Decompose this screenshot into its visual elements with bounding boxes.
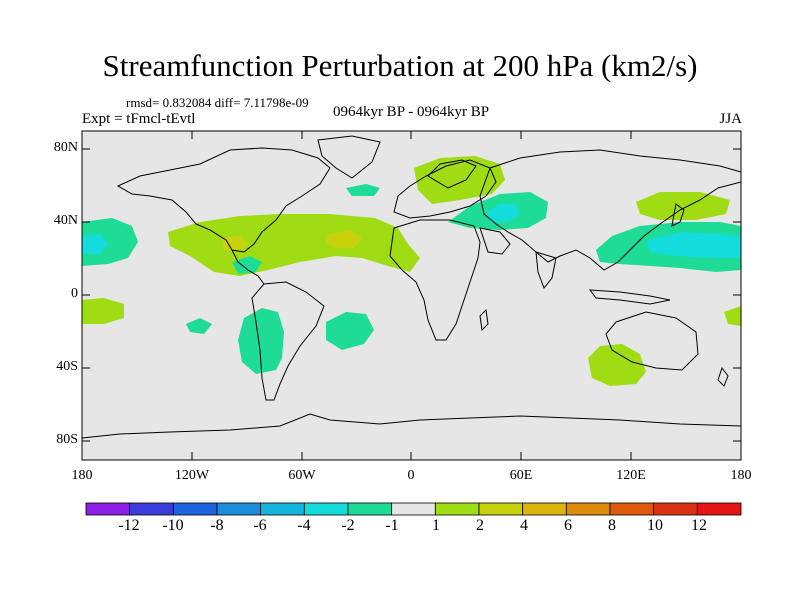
colorbar-label: 8 — [608, 517, 616, 534]
lon-label-60w: 60W — [288, 468, 316, 483]
coast-antarctica — [82, 413, 741, 439]
colorbar-swatch — [609, 502, 655, 516]
map-background — [82, 131, 741, 460]
contour-east-pacific-positive — [82, 298, 124, 324]
contour-atlantic-small-negative — [346, 184, 380, 196]
colorbar-swatch — [129, 502, 174, 516]
lat-label-0: 0 — [71, 286, 78, 301]
lon-label-60e: 60E — [509, 468, 533, 483]
period-label: 0964kyr BP - 0964kyr BP — [332, 104, 490, 120]
contour-asia-core — [486, 204, 520, 222]
coast-japan — [671, 203, 685, 227]
lat-ticks — [82, 148, 741, 442]
colorbar-label: -12 — [118, 517, 140, 534]
coast-indonesia — [588, 289, 671, 305]
coast-greenland — [317, 135, 381, 179]
colorbar-swatch — [434, 502, 480, 516]
colorbar-swatch — [260, 502, 305, 516]
contour-pacific-core — [646, 232, 741, 258]
colorbar-label: 2 — [476, 517, 484, 534]
colorbar-label: -2 — [341, 517, 355, 534]
coast-scandinavia — [427, 159, 477, 189]
colorbar-label: -6 — [253, 517, 267, 534]
coast-india — [535, 251, 557, 289]
coast-south-america — [251, 281, 325, 401]
colorbar-label: 10 — [647, 517, 663, 534]
stats-label: rmsd= 0.832084 diff= 7.11798e-09 — [126, 95, 309, 110]
colorbar-swatch — [696, 502, 742, 516]
contour-australia-positive — [588, 344, 646, 386]
colorbar-label: 1 — [432, 517, 440, 534]
contour-europe-positive — [414, 156, 505, 204]
colorbar-swatch — [522, 502, 567, 516]
colorbar-swatch — [478, 502, 524, 516]
contour-gulf-core — [222, 236, 248, 252]
contour-west-pacific-core — [82, 234, 108, 254]
lon-ticks — [191, 131, 632, 460]
contour-sw-indo-positive — [724, 306, 741, 326]
coast-europe — [393, 159, 497, 219]
coast-asia — [479, 149, 741, 271]
season-label: JJA — [719, 111, 742, 127]
colorbar-swatch — [653, 502, 698, 516]
experiment-label: Expt = tFmcl-tEvtl — [82, 111, 196, 127]
contour-atlantic-core — [326, 230, 362, 248]
colorbar-swatch — [216, 502, 262, 516]
contour-fills — [82, 156, 741, 386]
contour-south-america-negative — [238, 308, 284, 374]
colorbar-swatch — [303, 502, 349, 516]
lon-label-180e: 180 — [730, 468, 752, 483]
colorbar-swatch — [391, 502, 436, 516]
colorbar — [85, 502, 742, 516]
map-panel — [82, 131, 741, 460]
coast-africa — [389, 219, 481, 341]
lat-label-80s: 80S — [56, 432, 78, 447]
coast-arabia — [479, 227, 511, 255]
coastlines — [82, 135, 741, 439]
contour-mexico-negative — [232, 256, 262, 274]
coast-madagascar — [479, 308, 489, 332]
coast-central-america — [231, 249, 265, 285]
colorbar-label: -8 — [210, 517, 224, 534]
lat-label-80n: 80N — [53, 140, 78, 155]
colorbar-label: 4 — [520, 517, 528, 534]
lat-label-40s: 40S — [56, 359, 78, 374]
contour-japan-positive — [636, 192, 730, 220]
colorbar-label: -1 — [385, 517, 399, 534]
colorbar-swatch — [565, 502, 611, 516]
colorbar-label: -10 — [162, 517, 184, 534]
coast-new-zealand — [717, 366, 729, 387]
plot-title: Streamfunction Perturbation at 200 hPa (… — [102, 48, 698, 83]
lon-label-0: 0 — [407, 468, 415, 483]
lon-label-180w: 180 — [71, 468, 93, 483]
lon-label-120e: 120E — [616, 468, 646, 483]
colorbar-label: -4 — [297, 517, 311, 534]
colorbar-swatch — [172, 502, 218, 516]
colorbar-label: 12 — [691, 517, 707, 534]
contour-south-atlantic-negative — [326, 312, 374, 350]
lat-label-40n: 40N — [53, 213, 78, 228]
coast-australia — [605, 311, 699, 371]
colorbar-swatch — [347, 502, 393, 516]
lon-label-120w: 120W — [174, 468, 210, 483]
contour-atlantic-positive — [168, 214, 420, 276]
coast-north-america — [116, 147, 331, 253]
colorbar-swatch — [85, 502, 131, 516]
contour-south-pacific-negative — [186, 318, 212, 334]
colorbar-label: 6 — [564, 517, 572, 534]
